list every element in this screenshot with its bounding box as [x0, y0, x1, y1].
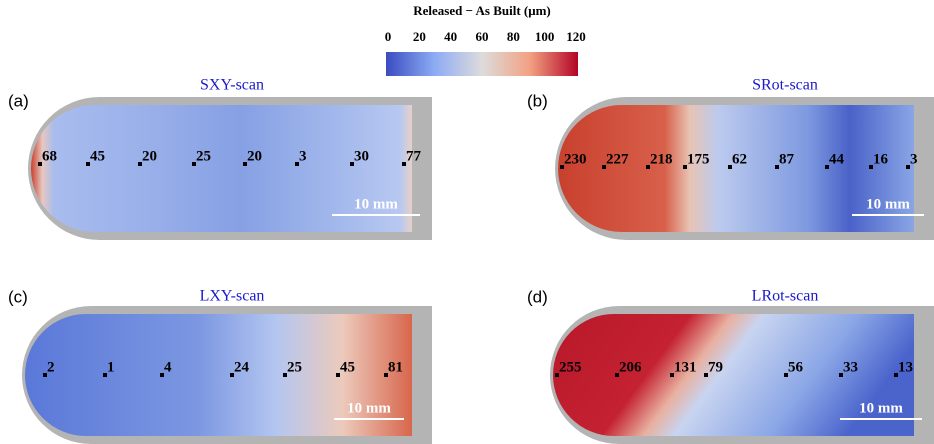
point-value: 56 — [788, 359, 804, 375]
panel-label: (b) — [527, 91, 548, 110]
measure-point — [775, 165, 779, 169]
colorbar-tick-label: 80 — [507, 29, 520, 44]
measure-point — [839, 373, 843, 377]
measure-point — [295, 162, 299, 166]
point-value: 45 — [340, 359, 355, 375]
point-value: 68 — [42, 148, 57, 164]
panel-label: (d) — [527, 287, 548, 306]
point-value: 131 — [674, 359, 697, 375]
height-map — [31, 105, 413, 232]
measure-point — [683, 165, 687, 169]
point-value: 25 — [196, 148, 211, 164]
measure-point — [283, 373, 287, 377]
scale-bar-label: 10 mm — [859, 400, 903, 416]
colorbar-tick-label: 20 — [413, 29, 426, 44]
point-value: 44 — [829, 151, 845, 167]
measure-point — [615, 373, 619, 377]
panel-title: SXY-scan — [200, 77, 264, 94]
measure-point — [602, 165, 606, 169]
point-value: 2 — [47, 359, 55, 375]
measure-point — [560, 165, 564, 169]
point-value: 33 — [843, 359, 858, 375]
measure-point — [384, 373, 388, 377]
point-value: 77 — [406, 148, 422, 164]
colorbar-tick-label: 60 — [476, 29, 489, 44]
colorbar — [386, 52, 578, 76]
measure-point — [230, 373, 234, 377]
measure-point — [784, 373, 788, 377]
height-map — [25, 314, 412, 436]
scale-bar-label: 10 mm — [354, 196, 398, 212]
colorbar-label: Released − As Built (μm) — [413, 3, 551, 18]
colorbar-tick-label: 120 — [566, 29, 586, 44]
point-value: 3 — [910, 151, 918, 167]
point-value: 255 — [559, 359, 582, 375]
scale-bar-label: 10 mm — [347, 400, 391, 416]
point-value: 20 — [247, 148, 262, 164]
point-value: 13 — [898, 359, 913, 375]
measure-point — [103, 373, 107, 377]
point-value: 227 — [606, 151, 629, 167]
measure-point — [243, 162, 247, 166]
panel-label: (a) — [8, 91, 29, 110]
measure-point — [336, 373, 340, 377]
measure-point — [350, 162, 354, 166]
measure-point — [555, 373, 559, 377]
height-map — [558, 105, 914, 232]
measure-point — [138, 162, 142, 166]
point-value: 25 — [287, 359, 302, 375]
point-value: 45 — [90, 148, 105, 164]
point-value: 218 — [650, 151, 673, 167]
point-value: 206 — [619, 359, 642, 375]
measure-point — [670, 373, 674, 377]
measure-point — [894, 373, 898, 377]
point-value: 81 — [388, 359, 403, 375]
measure-point — [728, 165, 732, 169]
measure-point — [825, 165, 829, 169]
panel-title: SRot-scan — [752, 77, 818, 94]
point-value: 79 — [708, 359, 723, 375]
point-value: 20 — [142, 148, 157, 164]
point-value: 175 — [687, 151, 710, 167]
point-value: 1 — [107, 359, 115, 375]
point-value: 4 — [164, 359, 172, 375]
measure-point — [906, 165, 910, 169]
panel-title: LRot-scan — [752, 288, 819, 305]
measure-point — [192, 162, 196, 166]
measure-point — [160, 373, 164, 377]
measure-point — [43, 373, 47, 377]
panel-label: (c) — [8, 287, 28, 306]
measure-point — [869, 165, 873, 169]
measure-point — [646, 165, 650, 169]
measure-point — [704, 373, 708, 377]
scale-bar-label: 10 mm — [866, 196, 910, 212]
panel-title: LXY-scan — [200, 288, 265, 305]
point-value: 16 — [873, 151, 889, 167]
colorbar-tick-label: 100 — [535, 29, 555, 44]
measure-point — [402, 162, 406, 166]
point-value: 3 — [299, 148, 307, 164]
point-value: 30 — [354, 148, 369, 164]
point-value: 87 — [779, 151, 795, 167]
point-value: 230 — [564, 151, 587, 167]
colorbar-tick-label: 40 — [444, 29, 457, 44]
height-map — [553, 314, 914, 436]
colorbar-tick-label: 0 — [385, 29, 392, 44]
point-value: 24 — [234, 359, 250, 375]
measure-point — [38, 162, 42, 166]
point-value: 62 — [732, 151, 747, 167]
measure-point — [86, 162, 90, 166]
